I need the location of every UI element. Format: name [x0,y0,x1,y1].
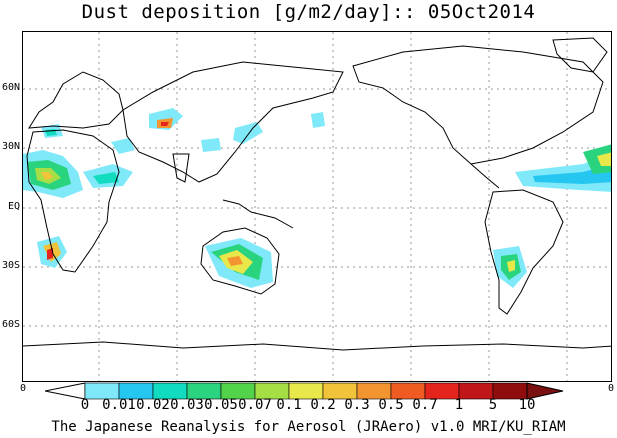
colorbar-tick-label: 0.02 [136,397,170,413]
footer-credit: The Japanese Reanalysis for Aerosol (JRA… [51,419,566,435]
colorbar-labels: 0 0.01 0.02 0.03 0.05 0.07 0.1 0.2 0.3 0.5 0.7 1 5 10 [0,397,617,413]
lat-label-60s: 60S [1,319,20,330]
lat-label-60n: 60N [1,82,20,93]
colorbar-tick-label: 0.01 [102,397,136,413]
lat-label-30n: 30N [1,141,20,152]
colorbar-tick-label: 0 [80,397,90,413]
colorbar-over-triangle [526,382,564,400]
colorbar-tick-label: 5 [488,397,498,413]
colorbar-swatches [45,382,564,400]
dust-field [23,108,611,288]
graticule [23,32,611,381]
map-title: Dust deposition [g/m2/day]:: 05Oct2014 [81,1,536,23]
lat-label-eq: EQ [7,201,20,212]
colorbar-tick-label: 0.07 [238,397,272,413]
colorbar [45,381,605,401]
colorbar-tick-label: 0.05 [204,397,238,413]
map-canvas [23,32,611,381]
left-edge-label: 0 [20,383,27,394]
right-edge-label: 0 [608,383,615,394]
lat-label-30s: 30S [1,260,20,271]
coastlines [23,37,611,351]
colorbar-tick-label: 0.3 [344,397,370,413]
colorbar-tick-label: 0.2 [310,397,336,413]
colorbar-tick-label: 10 [518,397,536,413]
colorbar-tick-label: 0.1 [276,397,302,413]
world-map [22,31,612,382]
colorbar-tick-label: 1 [454,397,464,413]
colorbar-tick-label: 0.7 [412,397,438,413]
colorbar-tick-label: 0.03 [170,397,204,413]
colorbar-tick-label: 0.5 [378,397,404,413]
